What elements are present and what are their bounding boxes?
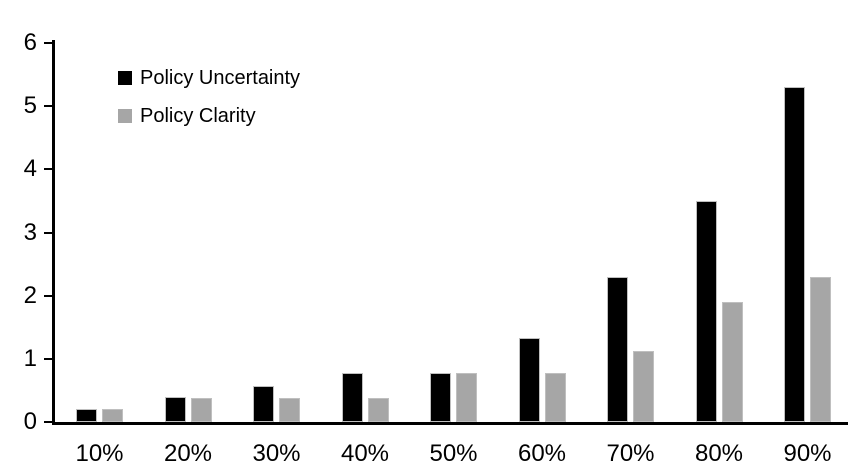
x-tick-label: 50% <box>429 440 478 467</box>
x-tick-label: 90% <box>783 440 832 467</box>
policy-uncertainty-swatch-icon <box>118 71 132 85</box>
legend: Policy Uncertainty Policy Clarity <box>118 63 300 139</box>
y-tick-label: 2 <box>23 281 37 309</box>
bar-policy-clarity-90% <box>810 276 831 422</box>
x-axis-line <box>52 422 848 425</box>
bar-policy-clarity-40% <box>367 397 389 422</box>
y-tick <box>44 231 53 234</box>
bar-policy-uncertainty-20% <box>164 396 186 422</box>
policy-clarity-swatch-icon <box>118 109 132 123</box>
y-tick-label: 1 <box>23 344 37 372</box>
y-tick <box>44 168 53 171</box>
bar-policy-clarity-10% <box>102 409 123 422</box>
y-tick <box>44 357 53 360</box>
legend-label-policy-uncertainty: Policy Uncertainty <box>140 67 301 89</box>
y-tick-label: 0 <box>23 408 37 435</box>
bar-policy-clarity-20% <box>190 397 212 422</box>
bar-policy-uncertainty-50% <box>430 372 451 422</box>
bar-policy-clarity-50% <box>456 373 477 422</box>
bar-policy-clarity-80% <box>721 301 743 422</box>
y-tick-label: 3 <box>23 218 37 246</box>
x-tick-label: 10% <box>75 440 124 467</box>
x-tick-label: 80% <box>694 440 744 467</box>
bar-policy-uncertainty-60% <box>518 337 540 422</box>
bar-policy-uncertainty-90% <box>784 87 805 422</box>
y-axis-line <box>52 40 55 425</box>
bar-policy-uncertainty-40% <box>341 373 363 422</box>
legend-label-policy-clarity: Policy Clarity <box>140 105 256 127</box>
y-tick-label: 4 <box>23 155 37 183</box>
bar-policy-uncertainty-80% <box>695 200 717 422</box>
bar-policy-clarity-30% <box>279 397 300 422</box>
x-tick-label: 20% <box>163 440 213 467</box>
y-tick <box>44 42 53 44</box>
bar-policy-uncertainty-10% <box>76 409 97 422</box>
bar-policy-uncertainty-70% <box>607 276 628 422</box>
y-tick-label: 6 <box>23 29 37 56</box>
y-tick <box>44 294 53 297</box>
y-tick <box>44 105 53 108</box>
x-tick-label: 40% <box>340 440 390 467</box>
y-tick <box>44 421 53 423</box>
legend-item-policy-uncertainty: Policy Uncertainty <box>118 63 300 93</box>
x-tick-label: 70% <box>606 440 655 467</box>
x-tick-label: 60% <box>517 440 567 467</box>
x-tick-label: 30% <box>252 440 301 467</box>
bar-policy-uncertainty-30% <box>253 385 274 422</box>
bar-policy-clarity-60% <box>544 373 566 422</box>
legend-item-policy-clarity: Policy Clarity <box>118 101 300 131</box>
bar-policy-clarity-70% <box>633 350 654 422</box>
y-tick-label: 5 <box>23 92 37 120</box>
